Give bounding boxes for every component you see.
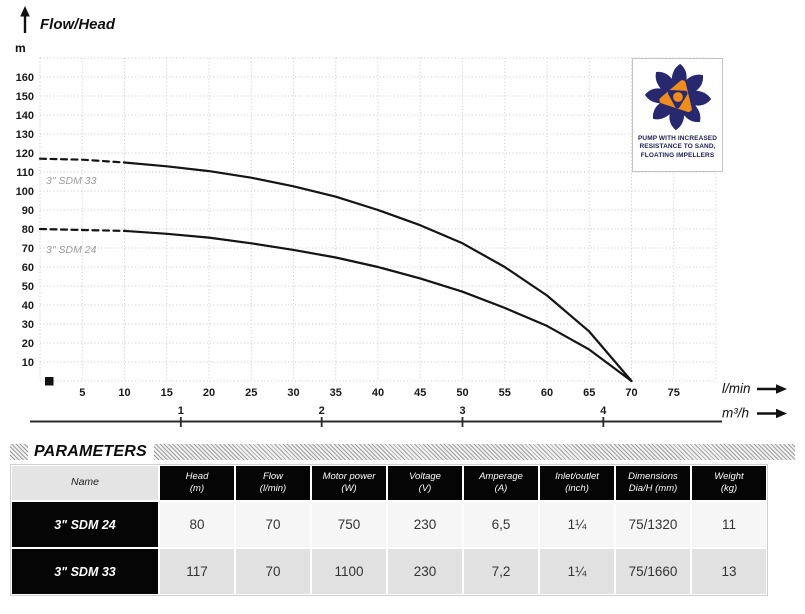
column-header-voltage: Voltage (V) — [388, 466, 462, 500]
x-tick-label: 25 — [245, 387, 257, 399]
x-tick-label: 75 — [668, 387, 680, 399]
column-header-head: Head (m) — [160, 466, 234, 500]
y-tick-label: 150 — [16, 91, 34, 103]
table-cell: 7,2 — [464, 549, 538, 594]
x-tick-label: 20 — [203, 387, 215, 399]
column-header-amperage: Amperage (A) — [464, 466, 538, 500]
x-tick-label: 5 — [79, 387, 85, 399]
x-axis-primary-unit-label: l/min — [722, 381, 751, 396]
table-cell: 1¼ — [540, 549, 614, 594]
hatch-decoration-left — [10, 444, 28, 460]
curve-label-sdm33: 3" SDM 33 — [46, 175, 97, 187]
flow-head-chart: 1 2 3 4 160 150 140 130 120 110 100 90 80 70 60 50 40 30… — [15, 6, 787, 427]
y-tick-label: 70 — [22, 243, 34, 255]
secondary-axis-layer: 1 2 3 4 — [30, 405, 722, 427]
y-tick-label: 50 — [22, 281, 34, 293]
table-cell: 6,5 — [464, 502, 538, 547]
y-tick-label: 90 — [22, 205, 34, 217]
table-cell: 70 — [236, 549, 310, 594]
y-tick-label: 140 — [16, 110, 34, 122]
y-axis-up-arrowhead-icon — [20, 6, 30, 17]
x-tick-label: 65 — [583, 387, 595, 399]
curves-layer — [38, 157, 633, 383]
y-tick-label: 100 — [16, 186, 34, 198]
table-cell: 1¼ — [540, 502, 614, 547]
parameters-title: PARAMETERS — [34, 443, 147, 460]
brand-badge: PUMP WITH INCREASED RESISTANCE TO SAND, … — [632, 58, 723, 172]
row-name-sdm24: 3" SDM 24 — [12, 502, 158, 547]
y-tick-label: 40 — [22, 300, 34, 312]
pump-curve — [123, 229, 633, 383]
y-tick-label: 30 — [22, 319, 34, 331]
column-header-motor-power: Motor power (W) — [312, 466, 386, 500]
y-tick-label: 120 — [16, 148, 34, 160]
y-tick-label: 80 — [22, 224, 34, 236]
x-tick-label: 50 — [456, 387, 468, 399]
column-header-dimensions: Dimensions Dia/H (mm) — [616, 466, 690, 500]
x-tick-label: 70 — [625, 387, 637, 399]
y-tick-label: 110 — [16, 167, 34, 179]
table-cell: 750 — [312, 502, 386, 547]
x2-tick-label: 4 — [600, 405, 607, 417]
grid-layer — [39, 57, 717, 382]
curve-label-sdm24: 3" SDM 24 — [46, 244, 97, 256]
pump-curve — [123, 161, 633, 383]
x-tick-label: 30 — [287, 387, 299, 399]
column-header-weight: Weight (kg) — [692, 466, 766, 500]
impeller-logo-icon — [644, 63, 711, 131]
y-tick-label: 20 — [22, 338, 34, 350]
y-tick-label: 60 — [22, 262, 34, 274]
x-tick-label: 35 — [330, 387, 342, 399]
y-tick-label: 130 — [16, 129, 34, 141]
x-tick-label: 45 — [414, 387, 426, 399]
table-cell: 13 — [692, 549, 766, 594]
y-tick-label: 160 — [16, 72, 34, 84]
x-axis-secondary-arrowhead-icon — [776, 408, 787, 419]
x-tick-label: 10 — [118, 387, 130, 399]
column-header-name: Name — [12, 466, 158, 500]
x2-tick-label: 2 — [319, 405, 325, 417]
table-cell: 230 — [388, 549, 462, 594]
y-tick-label: 10 — [22, 357, 34, 369]
parameters-table: Name Head (m) Flow (l/min) Motor power (… — [10, 464, 768, 596]
badge-caption: PUMP WITH INCREASED RESISTANCE TO SAND, … — [638, 135, 717, 160]
pump-curve-dashed — [38, 227, 126, 232]
x-tick-label: 60 — [541, 387, 553, 399]
hatch-decoration-right — [153, 444, 795, 460]
x-tick-label: 15 — [161, 387, 173, 399]
x2-tick-label: 3 — [459, 405, 465, 417]
table-cell: 70 — [236, 502, 310, 547]
badge-caption-line: PUMP WITH INCREASED — [637, 135, 718, 142]
impeller-hub — [672, 92, 683, 102]
table-cell: 117 — [160, 549, 234, 594]
tick-labels-layer: 160 150 140 130 120 110 100 90 80 70 60 50 40 30 20 10 5… — [16, 72, 680, 399]
badge-caption-line: RESISTANCE TO SAND, — [639, 143, 716, 151]
origin-marker — [45, 377, 54, 386]
x-tick-label: 40 — [372, 387, 384, 399]
column-header-flow: Flow (l/min) — [236, 466, 310, 500]
parameters-heading: PARAMETERS — [10, 442, 795, 462]
table-cell: 11 — [692, 502, 766, 547]
table-cell: 75/1660 — [616, 549, 690, 594]
column-header-inlet-outlet: Inlet/outlet (inch) — [540, 466, 614, 500]
x2-tick-label: 1 — [178, 405, 184, 417]
table-cell: 75/1320 — [616, 502, 690, 547]
x-axis-secondary-unit-label: m³/h — [722, 406, 749, 421]
row-name-sdm33: 3" SDM 33 — [12, 549, 158, 594]
y-axis-unit-label: m — [15, 41, 26, 55]
table-cell: 1100 — [312, 549, 386, 594]
x-axis-primary-arrowhead-icon — [776, 384, 787, 394]
badge-caption-line: FLOATING IMPELLERS — [640, 151, 715, 159]
pump-curve-dashed — [38, 157, 126, 164]
table-cell: 230 — [388, 502, 462, 547]
chart-title: Flow/Head — [40, 16, 116, 33]
table-cell: 80 — [160, 502, 234, 547]
x-tick-label: 55 — [499, 387, 511, 399]
